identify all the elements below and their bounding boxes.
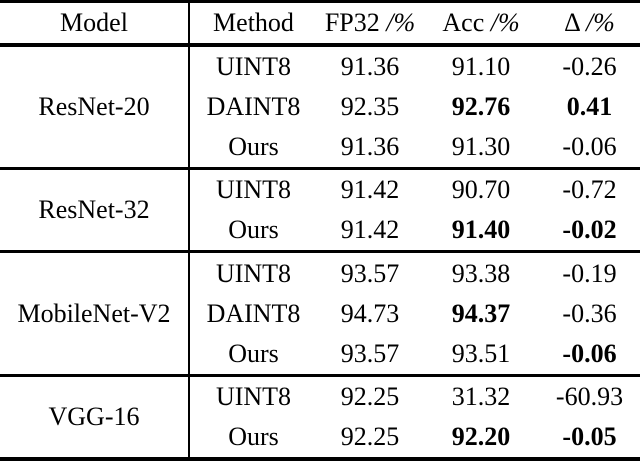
col-header-acc-unit: /%: [490, 8, 520, 37]
table-row: DAINT8 92.35 92.76 0.41: [0, 87, 640, 127]
fp32-cell: 92.35: [340, 92, 400, 122]
delta-cell: -0.02: [562, 215, 617, 245]
delta-cell: -0.36: [562, 298, 617, 328]
fp32-cell: 93.57: [317, 250, 423, 294]
table-row: ResNet-32 UINT8 91.42 90.70 -0.72: [0, 167, 640, 252]
method-cell: Ours: [228, 421, 279, 451]
acc-cell: 94.37: [451, 298, 511, 328]
fp32-cell: 93.57: [340, 338, 400, 368]
model-cell: VGG-16: [0, 373, 190, 459]
delta-cell: 0.41: [566, 92, 613, 122]
col-header-method-label: Method: [213, 8, 294, 37]
col-header-acc-label: Acc: [442, 8, 485, 37]
fp32-cell: 91.42: [340, 215, 400, 245]
fp32-cell: 94.73: [340, 298, 400, 328]
method-cell: UINT8: [189, 167, 317, 211]
method-cell: DAINT8: [206, 92, 301, 122]
acc-cell: 91.40: [451, 215, 511, 245]
fp32-cell: 91.42: [317, 167, 423, 211]
table-row: Ours 91.36 91.30 -0.06: [0, 127, 640, 169]
fp32-cell: 91.36: [317, 43, 423, 88]
acc-cell: 93.51: [451, 338, 511, 368]
method-cell: Ours: [228, 215, 279, 245]
method-cell: UINT8: [189, 250, 317, 294]
model-cell: ResNet-32: [0, 167, 190, 252]
delta-cell: -0.26: [539, 43, 640, 88]
col-header-fp32-unit: /%: [386, 8, 416, 37]
col-header-method: Method: [189, 1, 317, 47]
acc-cell: 31.32: [423, 373, 539, 417]
col-header-fp32-label: FP32: [324, 8, 380, 37]
acc-cell: 90.70: [423, 167, 539, 211]
table-row: ResNet-20 UINT8 91.36 91.10 -0.26: [0, 43, 640, 169]
table-row: Ours 91.42 91.40 -0.02: [0, 210, 640, 252]
col-header-model-label: Model: [60, 8, 128, 37]
method-cell: UINT8: [189, 373, 317, 417]
acc-cell: 91.30: [451, 132, 511, 162]
table-row: Ours 93.57 93.51 -0.06: [0, 334, 640, 376]
acc-cell: 92.20: [451, 421, 511, 451]
acc-cell: 93.38: [423, 250, 539, 294]
table-row: MobileNet-V2 UINT8 93.57 93.38 -0.19: [0, 250, 640, 376]
fp32-cell: 92.25: [340, 421, 400, 451]
table-row: VGG-16 UINT8 92.25 31.32 -60.93: [0, 373, 640, 459]
col-header-delta: Δ /%: [539, 1, 640, 47]
delta-cell: -60.93: [539, 373, 640, 417]
delta-cell: -0.72: [539, 167, 640, 211]
method-cell: Ours: [228, 338, 279, 368]
model-cell: MobileNet-V2: [0, 250, 190, 376]
delta-icon: Δ: [564, 8, 580, 37]
delta-cell: -0.06: [562, 338, 617, 368]
header-row: Model Method FP32 /% Acc /% Δ /%: [0, 1, 640, 47]
acc-cell: 92.76: [451, 92, 511, 122]
model-cell: ResNet-20: [0, 43, 190, 169]
acc-cell: 91.10: [423, 43, 539, 88]
delta-cell: -0.19: [539, 250, 640, 294]
method-cell: Ours: [228, 132, 279, 162]
col-header-fp32: FP32 /%: [317, 1, 423, 47]
col-header-delta-unit: /%: [585, 8, 615, 37]
delta-cell: -0.06: [562, 132, 617, 162]
method-cell: UINT8: [189, 43, 317, 88]
fp32-cell: 92.25: [317, 373, 423, 417]
col-header-acc: Acc /%: [423, 1, 539, 47]
table-row: DAINT8 94.73 94.37 -0.36: [0, 294, 640, 334]
fp32-cell: 91.36: [340, 132, 400, 162]
method-cell: DAINT8: [206, 298, 301, 328]
col-header-model: Model: [0, 1, 190, 47]
table-row: Ours 92.25 92.20 -0.05: [0, 417, 640, 459]
delta-cell: -0.05: [562, 421, 617, 451]
